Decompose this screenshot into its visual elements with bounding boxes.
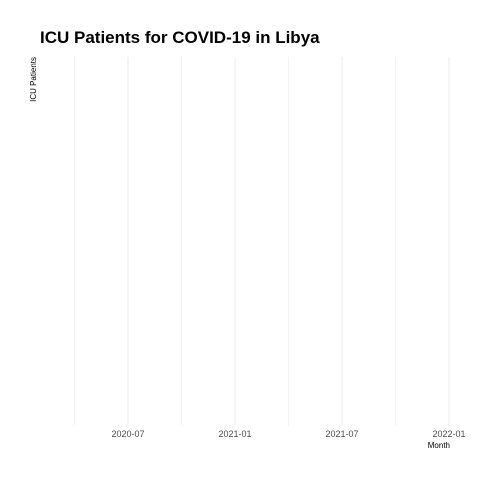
y-axis-title: ICU Patients	[29, 57, 38, 102]
chart-title: ICU Patients for COVID-19 in Libya	[40, 28, 320, 47]
x-axis-title: Month	[428, 441, 450, 450]
tick-layer: 2020-07 2021-01 2021-07 2022-01	[111, 429, 465, 439]
x-tick-label: 2021-01	[218, 429, 251, 439]
x-tick-label: 2021-07	[325, 429, 358, 439]
x-tick-label: 2022-01	[432, 429, 465, 439]
grid-layer	[75, 57, 450, 426]
x-tick-label: 2020-07	[111, 429, 144, 439]
